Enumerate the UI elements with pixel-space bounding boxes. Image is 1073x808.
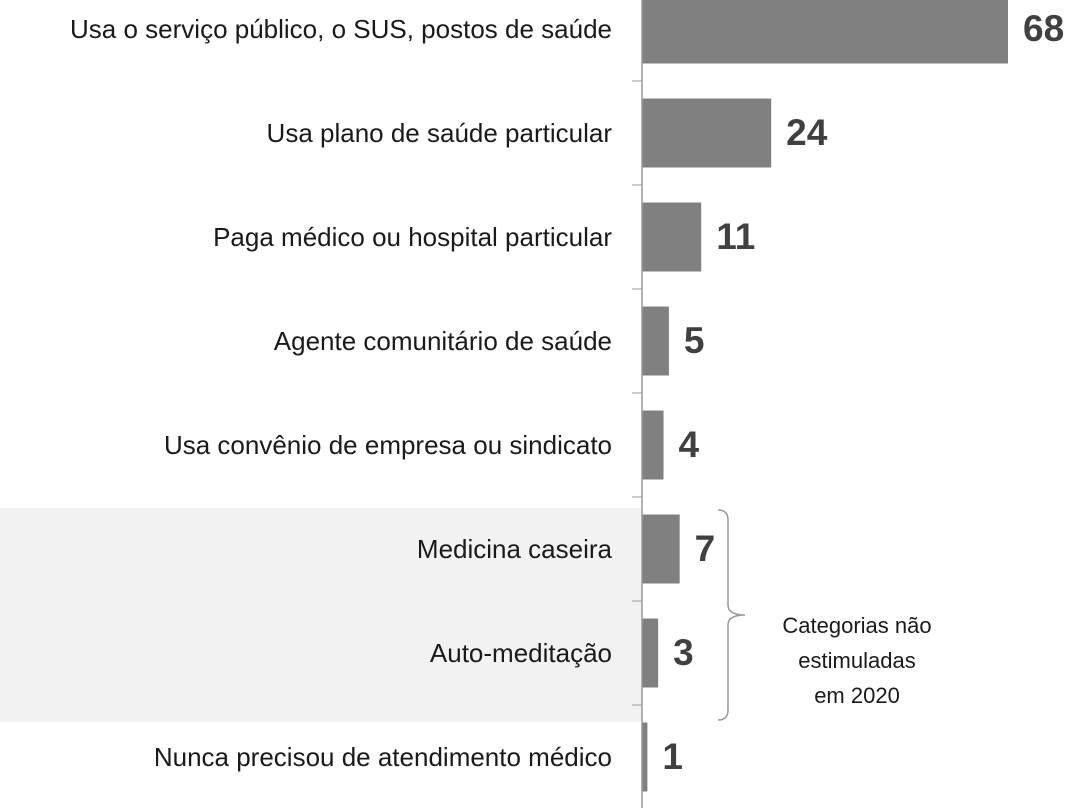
brace (717, 509, 746, 721)
data-label: 5 (684, 320, 705, 361)
y-tick-label: Usa plano de saúde particular (267, 118, 613, 148)
data-label: 1 (662, 736, 683, 777)
y-tick-label: Medicina caseira (417, 534, 613, 564)
y-tick-label: Usa o serviço público, o SUS, postos de … (70, 14, 612, 44)
bar (642, 618, 659, 688)
y-tick-label: Agente comunitário de saúde (274, 326, 612, 356)
y-tick-label: Auto-meditação (430, 638, 612, 668)
annotation: Categorias não (782, 613, 931, 638)
bar (642, 0, 1008, 64)
annotation: em 2020 (814, 683, 900, 708)
bar (642, 202, 702, 272)
y-tick-label: Paga médico ou hospital particular (213, 222, 612, 252)
data-label: 24 (786, 112, 828, 153)
bar (642, 722, 648, 792)
y-tick-label: Nunca precisou de atendimento médico (154, 742, 612, 772)
bar (642, 514, 680, 584)
bar (642, 98, 772, 168)
data-label: 3 (673, 632, 694, 673)
data-label: 68 (1023, 8, 1064, 49)
y-tick-label: Usa convênio de empresa ou sindicato (164, 430, 612, 460)
data-label: 4 (679, 424, 700, 465)
highlight-band (0, 508, 642, 722)
annotation: estimuladas (798, 648, 915, 673)
data-label: 7 (695, 528, 716, 569)
data-label: 11 (716, 216, 755, 257)
bar (642, 306, 669, 376)
bar (642, 410, 664, 480)
